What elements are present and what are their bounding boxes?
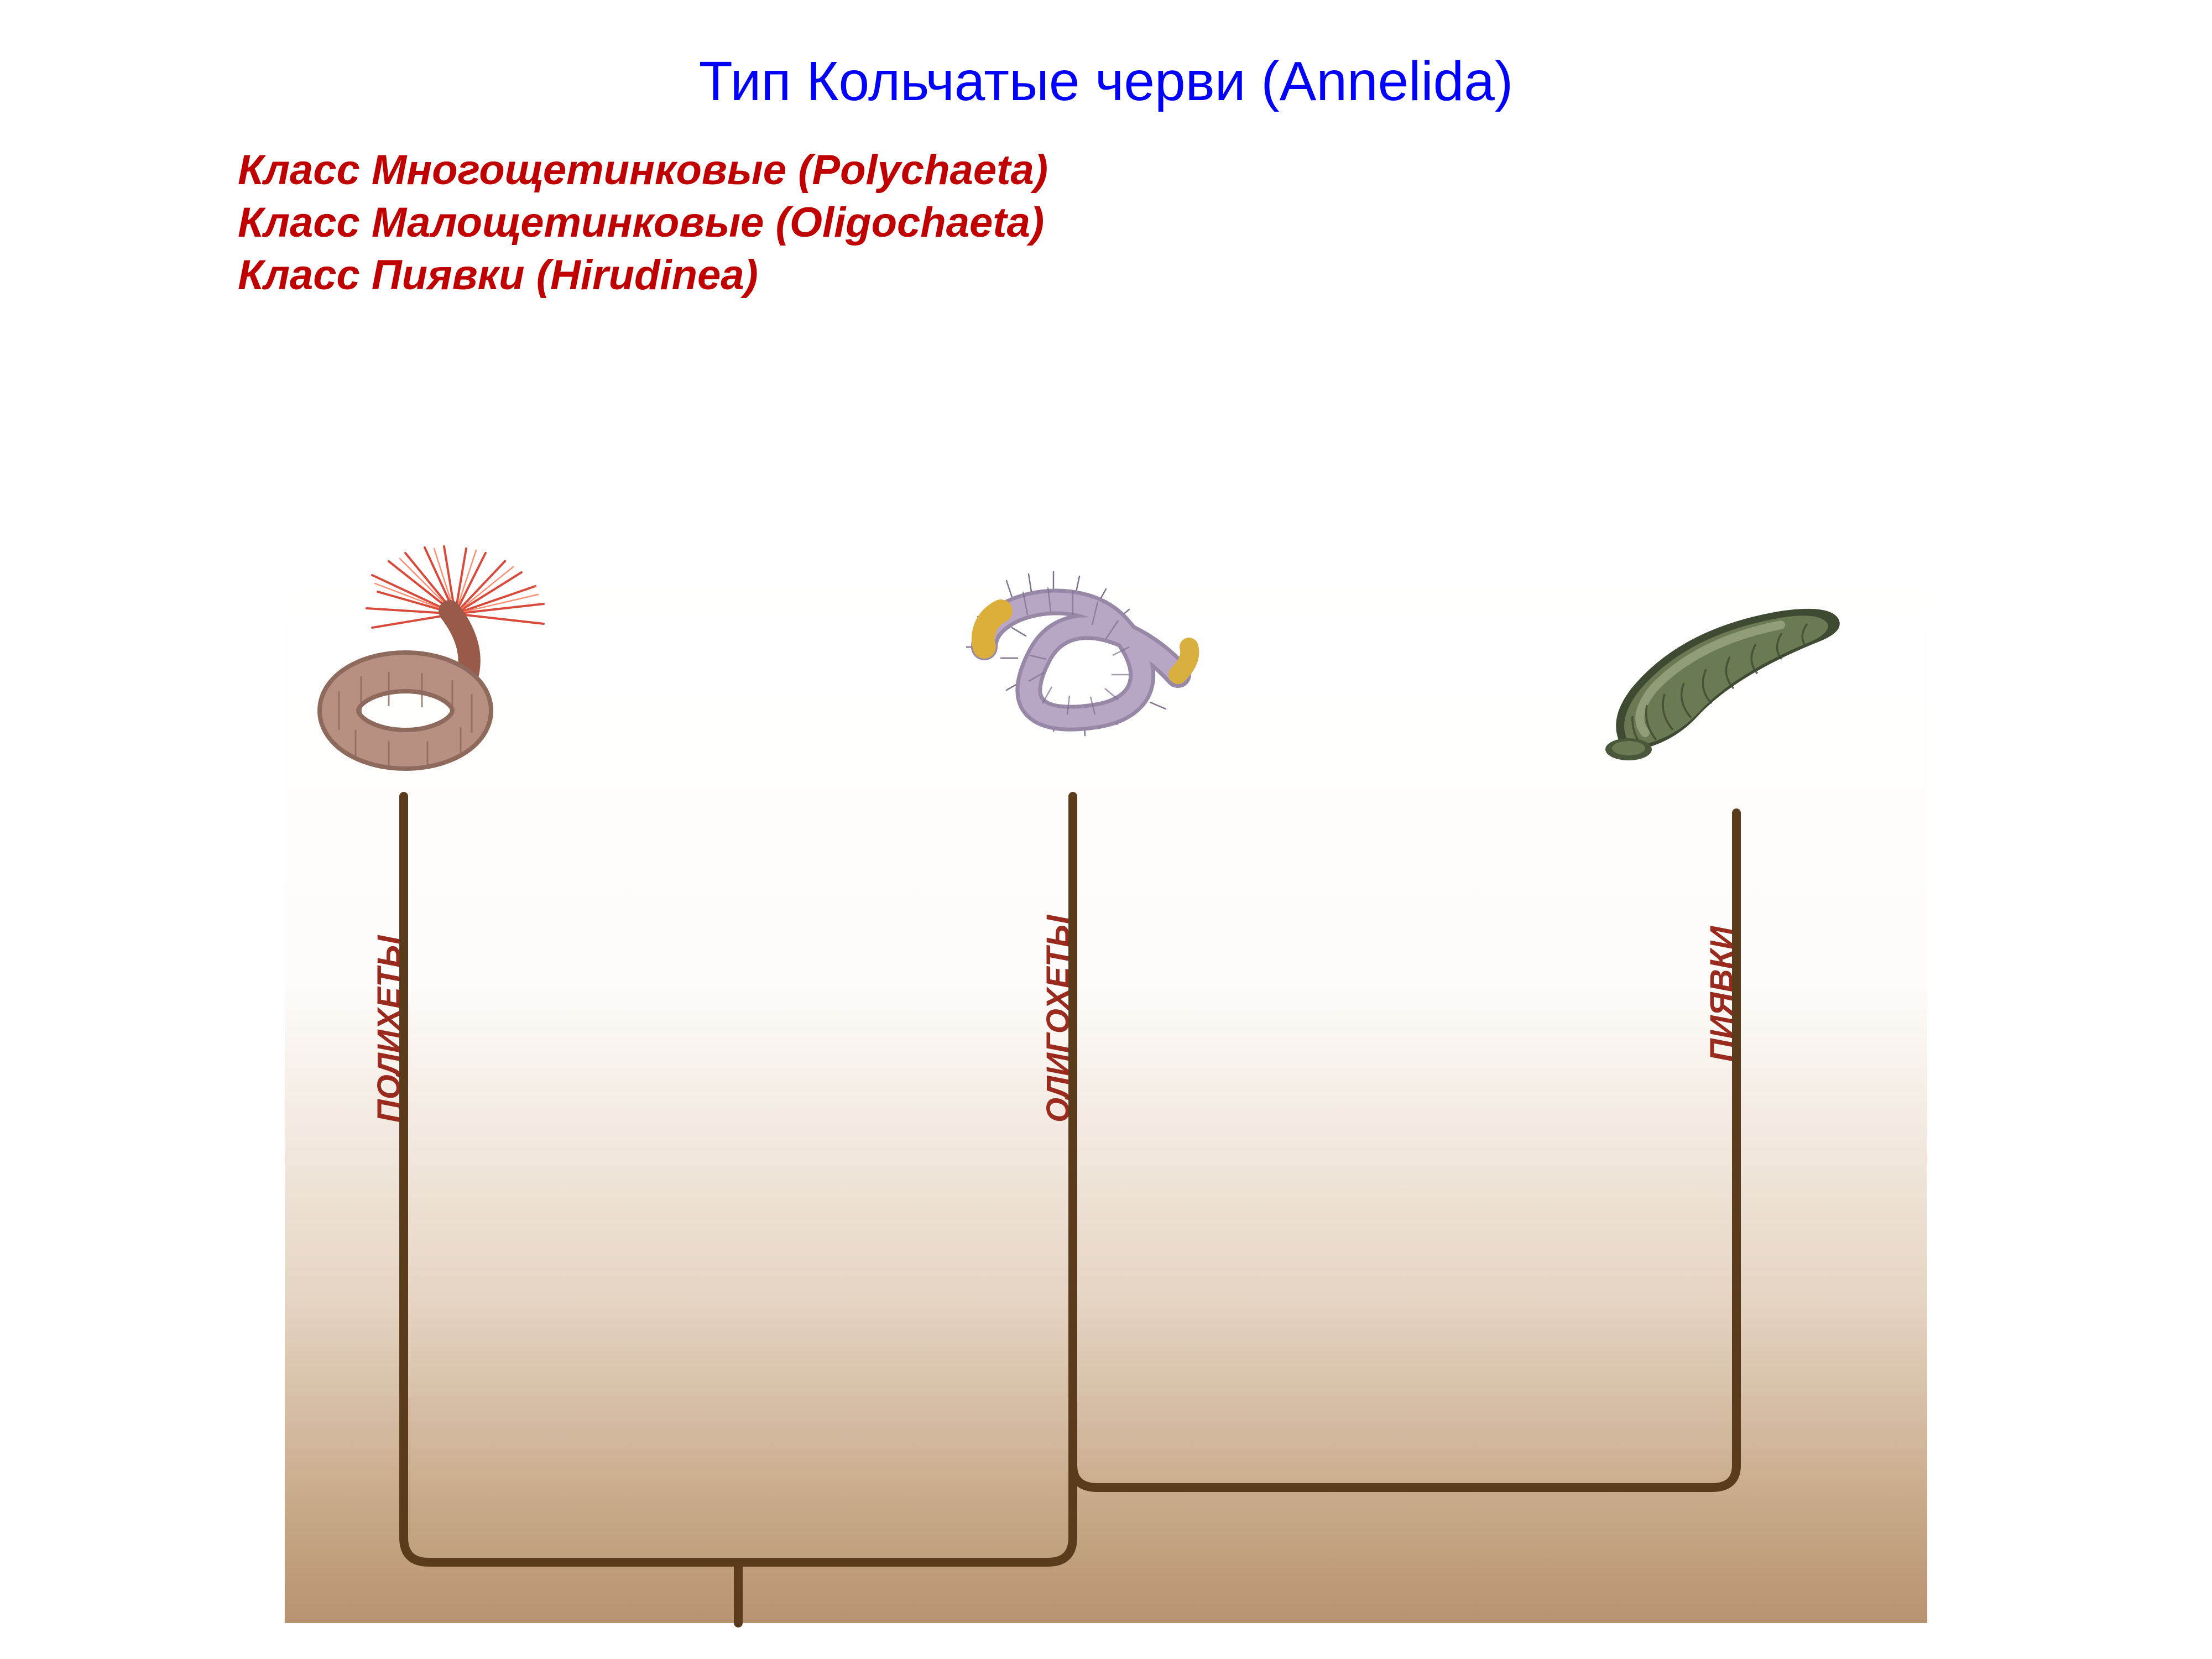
class-list: Класс Многощетинковые (Polychaeta) Класс… bbox=[238, 144, 1048, 301]
page-title: Тип Кольчатые черви (Annelida) bbox=[0, 50, 2212, 113]
phylogenetic-tree-lines bbox=[285, 559, 1927, 1623]
slide: Тип Кольчатые черви (Annelida) Класс Мно… bbox=[0, 0, 2212, 1659]
phylogenetic-diagram: ПОЛИХЕТЫ ОЛИГОХЕТЫ ПИЯВКИ bbox=[285, 559, 1927, 1623]
class-line-hirudinea: Класс Пиявки (Hirudinea) bbox=[238, 249, 1048, 301]
class-line-polychaeta: Класс Многощетинковые (Polychaeta) bbox=[238, 144, 1048, 196]
class-line-oligochaeta: Класс Малощетинковые (Oligochaeta) bbox=[238, 196, 1048, 249]
